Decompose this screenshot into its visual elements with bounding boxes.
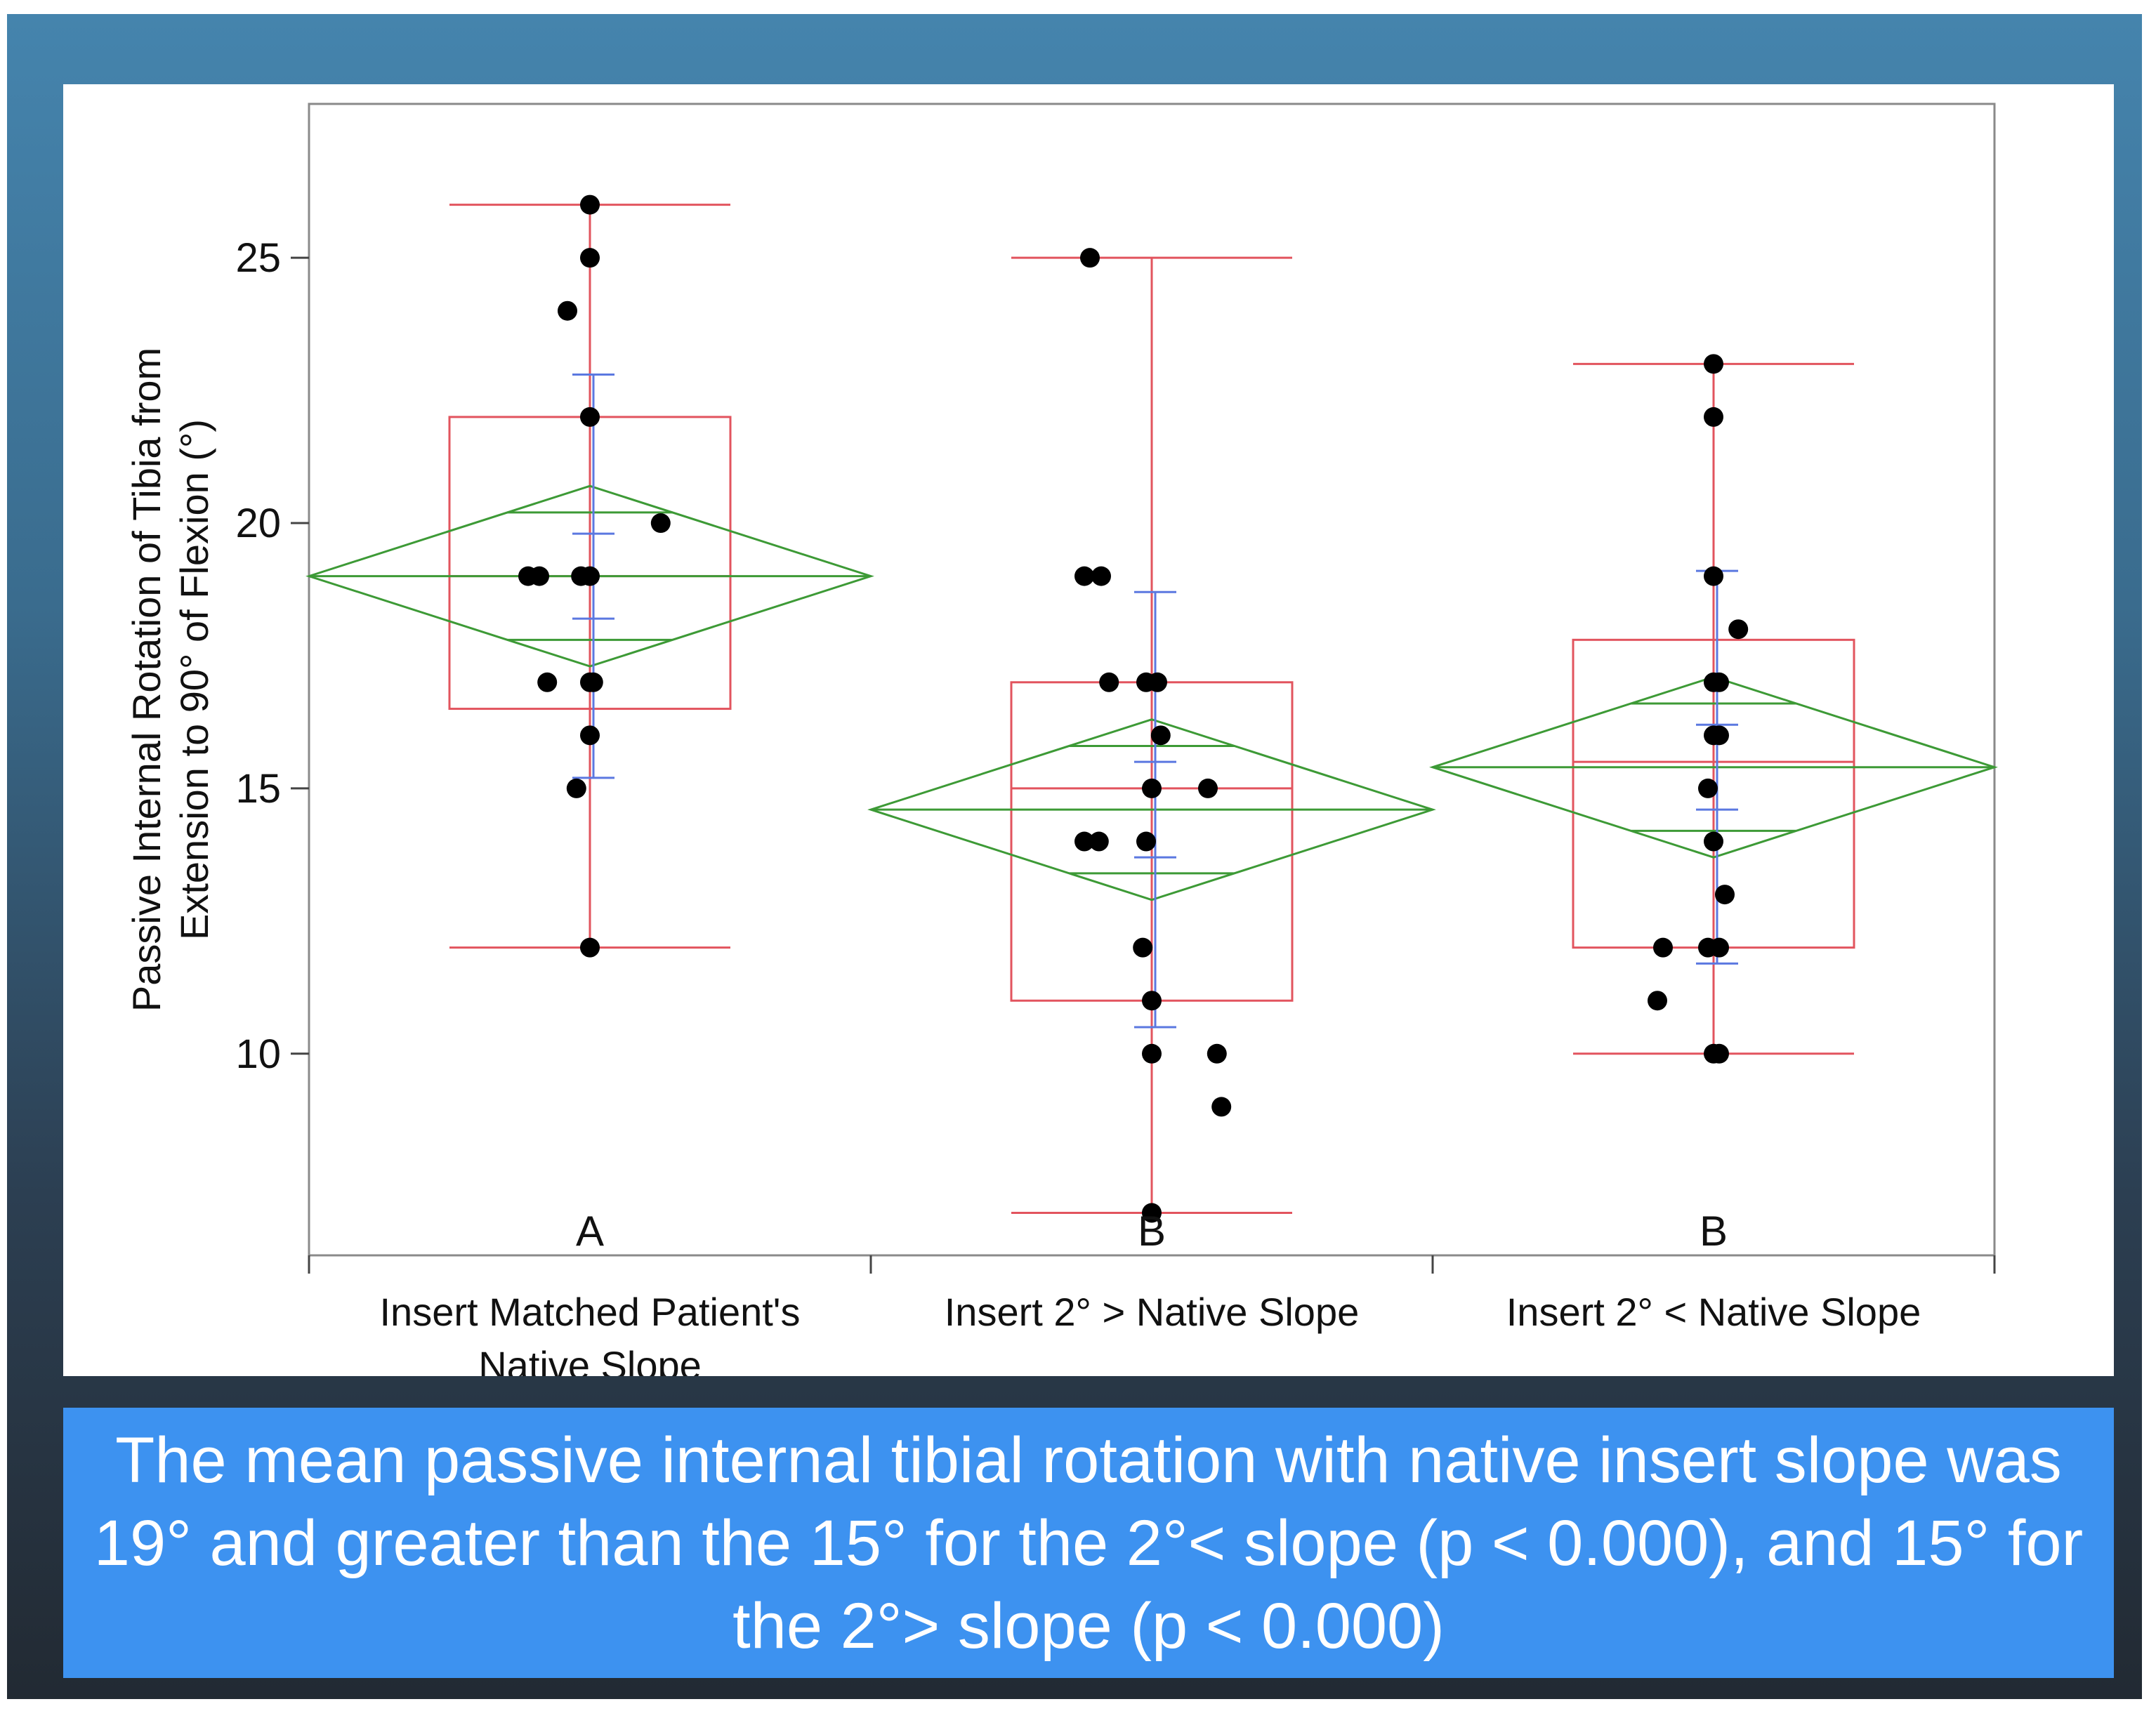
data-point: [580, 566, 600, 586]
data-point: [580, 937, 600, 958]
data-point: [1648, 991, 1667, 1011]
data-point: [1207, 1043, 1227, 1064]
data-point: [566, 778, 586, 798]
data-point: [530, 566, 549, 586]
data-point: [1704, 831, 1723, 852]
data-point: [1709, 1043, 1729, 1064]
box-plot-chart: 10 15 20 25 Passive Internal Rotation of Tib…: [124, 103, 1998, 1376]
data-point: [1704, 354, 1723, 374]
data-point: [580, 248, 600, 268]
data-point: [1709, 937, 1729, 958]
data-point: [650, 513, 671, 534]
y-tick-label: 20: [235, 501, 281, 546]
caption-banner: The mean passive internal tibial rotatio…: [63, 1408, 2114, 1678]
x-category-label: Native Slope: [478, 1343, 702, 1376]
plot-panel: 10 15 20 25 Passive Internal Rotation of Tib…: [63, 84, 2114, 1376]
y-tick-label: 15: [235, 766, 281, 812]
y-axis-label-line: Passive Internal Rotation of Tibia from: [124, 348, 169, 1012]
data-point: [1211, 1097, 1232, 1117]
data-point: [1142, 1043, 1162, 1064]
significance-letter: A: [576, 1208, 604, 1255]
data-point: [1653, 937, 1673, 958]
data-point: [1142, 991, 1162, 1011]
data-point: [1089, 831, 1109, 852]
y-axis-label-line: Extension to 90° of Flexion (°): [172, 419, 216, 940]
x-category-label: Insert 2° > Native Slope: [945, 1290, 1360, 1334]
data-point: [1091, 566, 1111, 586]
y-tick-label: 10: [235, 1031, 281, 1077]
data-point: [580, 194, 600, 215]
data-point: [1080, 248, 1100, 268]
plot-frame: [308, 103, 1996, 1257]
data-point: [1099, 672, 1119, 692]
data-point: [537, 672, 558, 692]
data-point: [1148, 672, 1167, 692]
data-point: [1074, 831, 1094, 852]
data-point: [1133, 937, 1153, 958]
data-point: [580, 407, 600, 427]
data-point: [1198, 778, 1218, 798]
x-category-label: Insert Matched Patient's: [380, 1290, 801, 1334]
caption-text: The mean passive internal tibial rotatio…: [93, 1424, 2084, 1662]
data-point: [558, 300, 577, 321]
data-point: [1142, 778, 1162, 798]
data-point: [583, 672, 603, 692]
data-point: [1704, 566, 1723, 586]
slide-background: 10 15 20 25 Passive Internal Rotation of Tib…: [7, 14, 2142, 1699]
data-point: [1709, 725, 1729, 746]
significance-letter: B: [1700, 1208, 1728, 1255]
data-point: [580, 725, 600, 746]
data-point: [1709, 672, 1729, 692]
data-point: [1142, 1203, 1162, 1223]
data-point: [1074, 566, 1094, 586]
data-point: [1698, 778, 1718, 798]
y-tick-label: 25: [235, 235, 281, 281]
x-category-label: Insert 2° < Native Slope: [1506, 1290, 1921, 1334]
data-point: [1150, 725, 1171, 746]
data-point: [1715, 885, 1735, 905]
data-point: [1136, 831, 1156, 852]
data-point: [1704, 407, 1723, 427]
data-point: [1728, 619, 1749, 640]
significance-letter: B: [1138, 1208, 1166, 1255]
